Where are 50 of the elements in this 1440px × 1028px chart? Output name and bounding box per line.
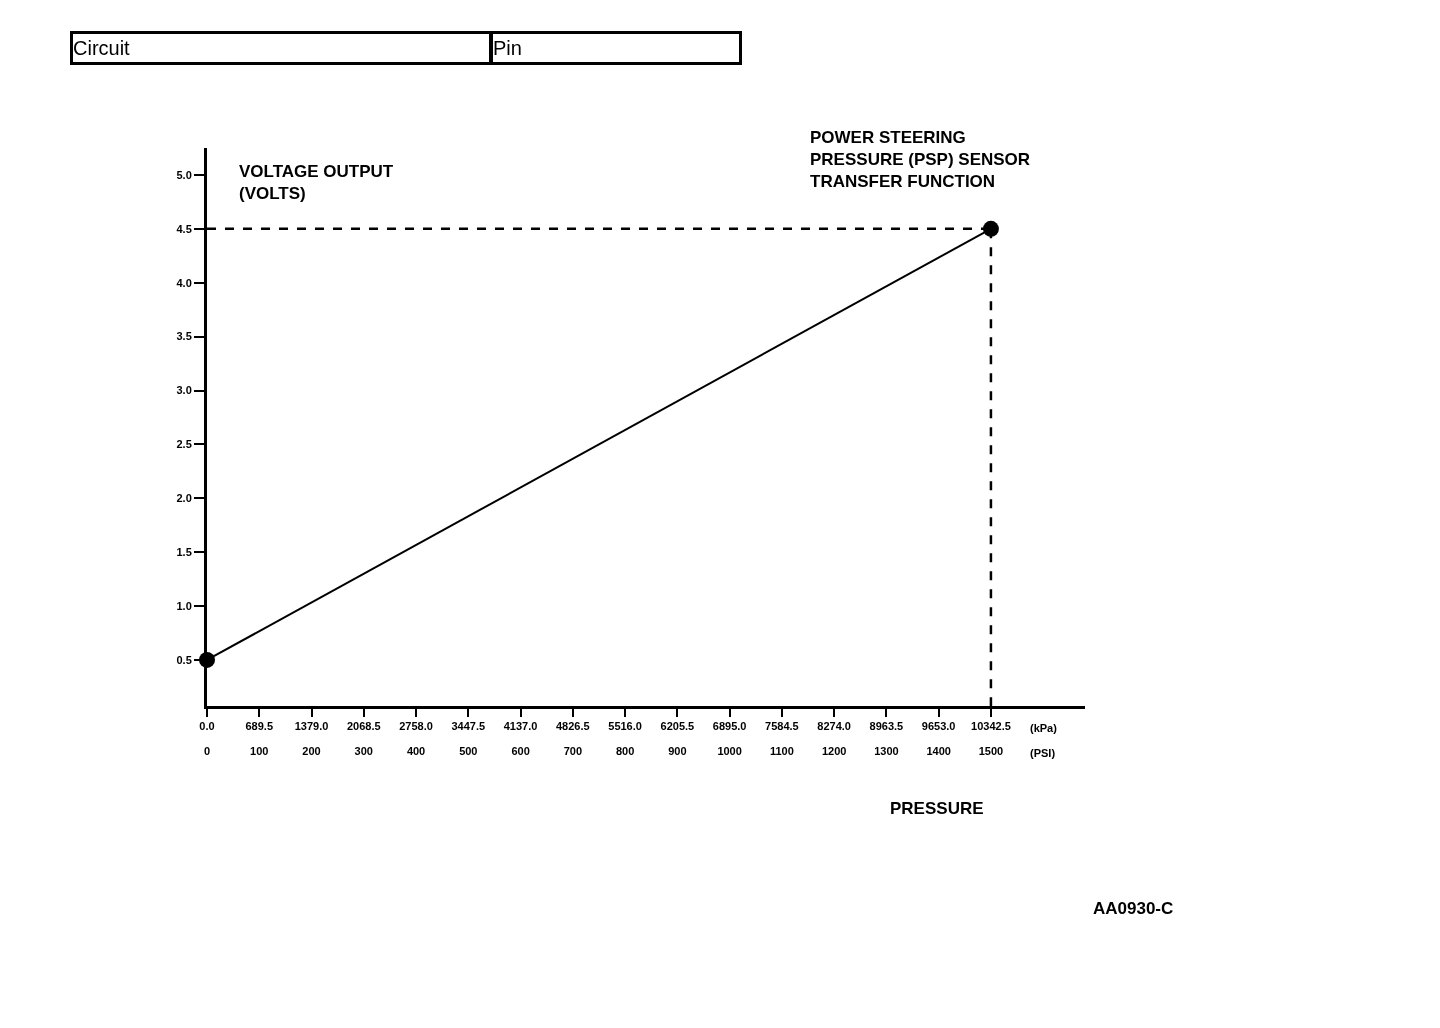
x-tick-label: 500 (459, 745, 478, 757)
x2-tick-label: 1379.0 (294, 720, 329, 733)
x-tick-label: 1200 (821, 745, 847, 757)
x2-tick-label: 4826.5 (556, 720, 590, 733)
x2-tick-label: 6205.5 (660, 720, 695, 733)
y-tick-label: 3.0 (176, 384, 192, 397)
y-tick-label: 1.0 (176, 599, 192, 612)
x-tick-label: 1000 (717, 745, 742, 757)
x2-tick-label: 7584.5 (765, 720, 799, 733)
x-tick-label: 600 (511, 745, 530, 757)
x2-tick-label: 8274.0 (817, 720, 851, 733)
y-axis-title: VOLTAGE OUTPUT (VOLTS) (239, 162, 394, 204)
x2-tick-label: 8963.5 (869, 720, 904, 733)
x-tick-label: 1300 (874, 745, 899, 757)
x-tick-label: 200 (302, 745, 321, 757)
x-tick-label: 0 (203, 745, 211, 757)
x2-tick-label: 2068.5 (346, 720, 381, 733)
x-tick-label: 100 (250, 745, 269, 757)
y-tick-label: 3.5 (176, 330, 192, 343)
x-tick-label: 1100 (769, 745, 794, 757)
y-tick-label: 2.0 (176, 492, 192, 505)
x-tick-label: 800 (615, 745, 635, 757)
x2-tick-label: 3447.5 (451, 720, 486, 733)
x-tick-label: 700 (563, 745, 583, 757)
text: (PSI) (1030, 747, 1056, 759)
x2-tick-label: 0.0 (199, 720, 215, 733)
y-tick-label: 0.5 (176, 653, 192, 666)
y-tick-label: 5.0 (176, 168, 192, 181)
chart-title: POWER STEERING PRESSURE (PSP) SENSOR TRANSFER FUNCTION (810, 128, 1031, 192)
x-tick-label: 900 (668, 745, 687, 757)
x2-tick-label: 10342.5 (971, 720, 1011, 733)
text: Pin (493, 37, 522, 59)
x2-tick-label: 4137.0 (503, 720, 538, 733)
y-tick-label: 4.0 (176, 276, 192, 289)
y-tick-label: 4.5 (176, 222, 192, 235)
x-tick-label: 1500 (978, 745, 1004, 757)
x-tick-label: 400 (406, 745, 426, 757)
x-axis-title: PRESSURE (890, 799, 984, 818)
x2-tick-label: 6895.0 (712, 720, 747, 733)
y-tick-label: 2.5 (176, 438, 192, 451)
x-tick-label: 300 (354, 745, 373, 757)
x-tick-label: 1400 (926, 745, 951, 757)
text: Circuit (73, 37, 131, 59)
x2-tick-label: 9653.0 (921, 720, 956, 733)
y-tick-label: 1.5 (176, 546, 192, 559)
x2-tick-label: 2758.0 (399, 720, 433, 733)
x2-tick-label: 689.5 (245, 720, 274, 733)
text: AA0930-C (1093, 899, 1174, 918)
x2-tick-label: 5516.0 (608, 720, 642, 733)
text: (kPa) (1030, 722, 1058, 734)
